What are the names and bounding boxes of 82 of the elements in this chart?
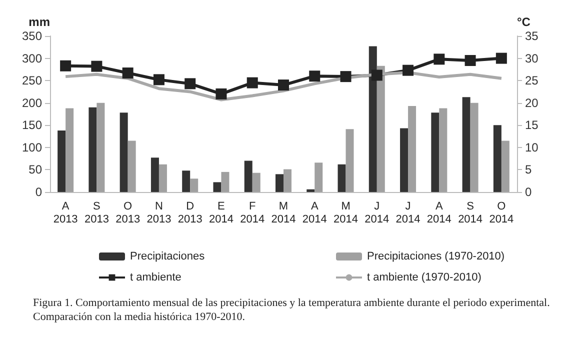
- x-tick-label: O 2013: [116, 200, 140, 226]
- bar: [431, 112, 440, 192]
- x-tick-label: M 2014: [271, 200, 296, 226]
- x-tick-label: J 2014: [364, 200, 390, 226]
- bar: [470, 102, 478, 192]
- bar: [252, 172, 260, 192]
- y2-tick-label: 25: [525, 74, 539, 88]
- x-tick-label: M 2014: [334, 200, 358, 226]
- y-tick-label: 50: [28, 162, 42, 177]
- point: [496, 52, 507, 64]
- point: [278, 80, 289, 91]
- bar: [501, 140, 510, 192]
- point: [91, 60, 102, 72]
- point: [246, 77, 258, 88]
- y-tick-label: 150: [22, 118, 42, 132]
- y2-tick-label: 0: [525, 185, 532, 199]
- bar: [400, 128, 408, 192]
- bar: [284, 169, 292, 192]
- y2-tick-label: 10: [525, 140, 539, 154]
- y-tick-label: 250: [22, 74, 42, 88]
- point: [434, 54, 445, 65]
- point: [371, 70, 382, 81]
- bar: [150, 158, 159, 192]
- bar: [88, 107, 97, 192]
- bar: [158, 164, 167, 192]
- point: [153, 74, 164, 86]
- y-tick-label: 0: [35, 185, 42, 199]
- legend-label: Precipitaciones: [130, 250, 206, 262]
- y2-tick-label: 20: [525, 96, 539, 110]
- point: [216, 88, 227, 100]
- x-tick-label: S 2013: [84, 200, 109, 226]
- text: Figura 1. Comportamiento mensual de las precipitaciones y la temperatura ambiente durante el periodo experimental. Comparación con la media histórica 1970-2010.: [33, 297, 553, 323]
- bar: [213, 182, 222, 192]
- y-axis-title: mm: [28, 15, 50, 29]
- point: [122, 67, 134, 78]
- x-tick-label: A 2014: [426, 200, 452, 226]
- legend-label: t ambiente (1970-2010): [367, 272, 482, 284]
- bar: [314, 162, 323, 192]
- point: [309, 70, 320, 82]
- x-tick-label: O 2014: [489, 200, 514, 226]
- y-tick-label: 350: [22, 29, 42, 43]
- y2-tick-label: 15: [525, 118, 539, 132]
- bar: [346, 129, 354, 192]
- x-tick-label: E 2014: [208, 200, 234, 226]
- x-tick-label: N 2013: [146, 200, 172, 226]
- point: [60, 60, 72, 72]
- x-tick-label: A 2014: [302, 200, 327, 226]
- legend-label: t ambiente: [130, 272, 182, 284]
- x-tick-label: J 2014: [396, 200, 420, 226]
- bar: [128, 140, 136, 192]
- bar: [493, 125, 502, 192]
- y-tick-label: 300: [22, 51, 42, 66]
- bar: [408, 106, 416, 192]
- y2-axis-title: °C: [517, 15, 531, 29]
- bar: [96, 102, 105, 192]
- bar: [190, 178, 198, 192]
- bar: [58, 130, 66, 192]
- x-tick-label: A 2013: [53, 200, 78, 226]
- y2-tick-label: 35: [525, 29, 539, 43]
- point: [464, 55, 476, 66]
- x-tick-label: F 2014: [240, 200, 265, 226]
- bar: [120, 112, 128, 192]
- point: [184, 78, 196, 90]
- bar: [182, 170, 190, 192]
- bar: [462, 97, 470, 192]
- y2-tick-label: 5: [525, 162, 532, 177]
- bar: [66, 108, 74, 192]
- bar: [306, 189, 315, 192]
- x-tick-label: D 2013: [178, 200, 202, 226]
- x-tick-label: S 2014: [458, 200, 483, 226]
- point: [340, 71, 352, 82]
- bar: [368, 46, 377, 192]
- legend-label: Precipitaciones (1970-2010): [367, 250, 505, 262]
- y-tick-label: 200: [22, 96, 42, 110]
- bar: [221, 172, 230, 192]
- bar: [276, 174, 284, 192]
- bar: [244, 160, 252, 192]
- bar: [338, 164, 346, 192]
- y-tick-label: 100: [22, 140, 42, 154]
- y2-tick-label: 30: [525, 51, 539, 66]
- point: [402, 64, 414, 76]
- bar: [439, 108, 448, 192]
